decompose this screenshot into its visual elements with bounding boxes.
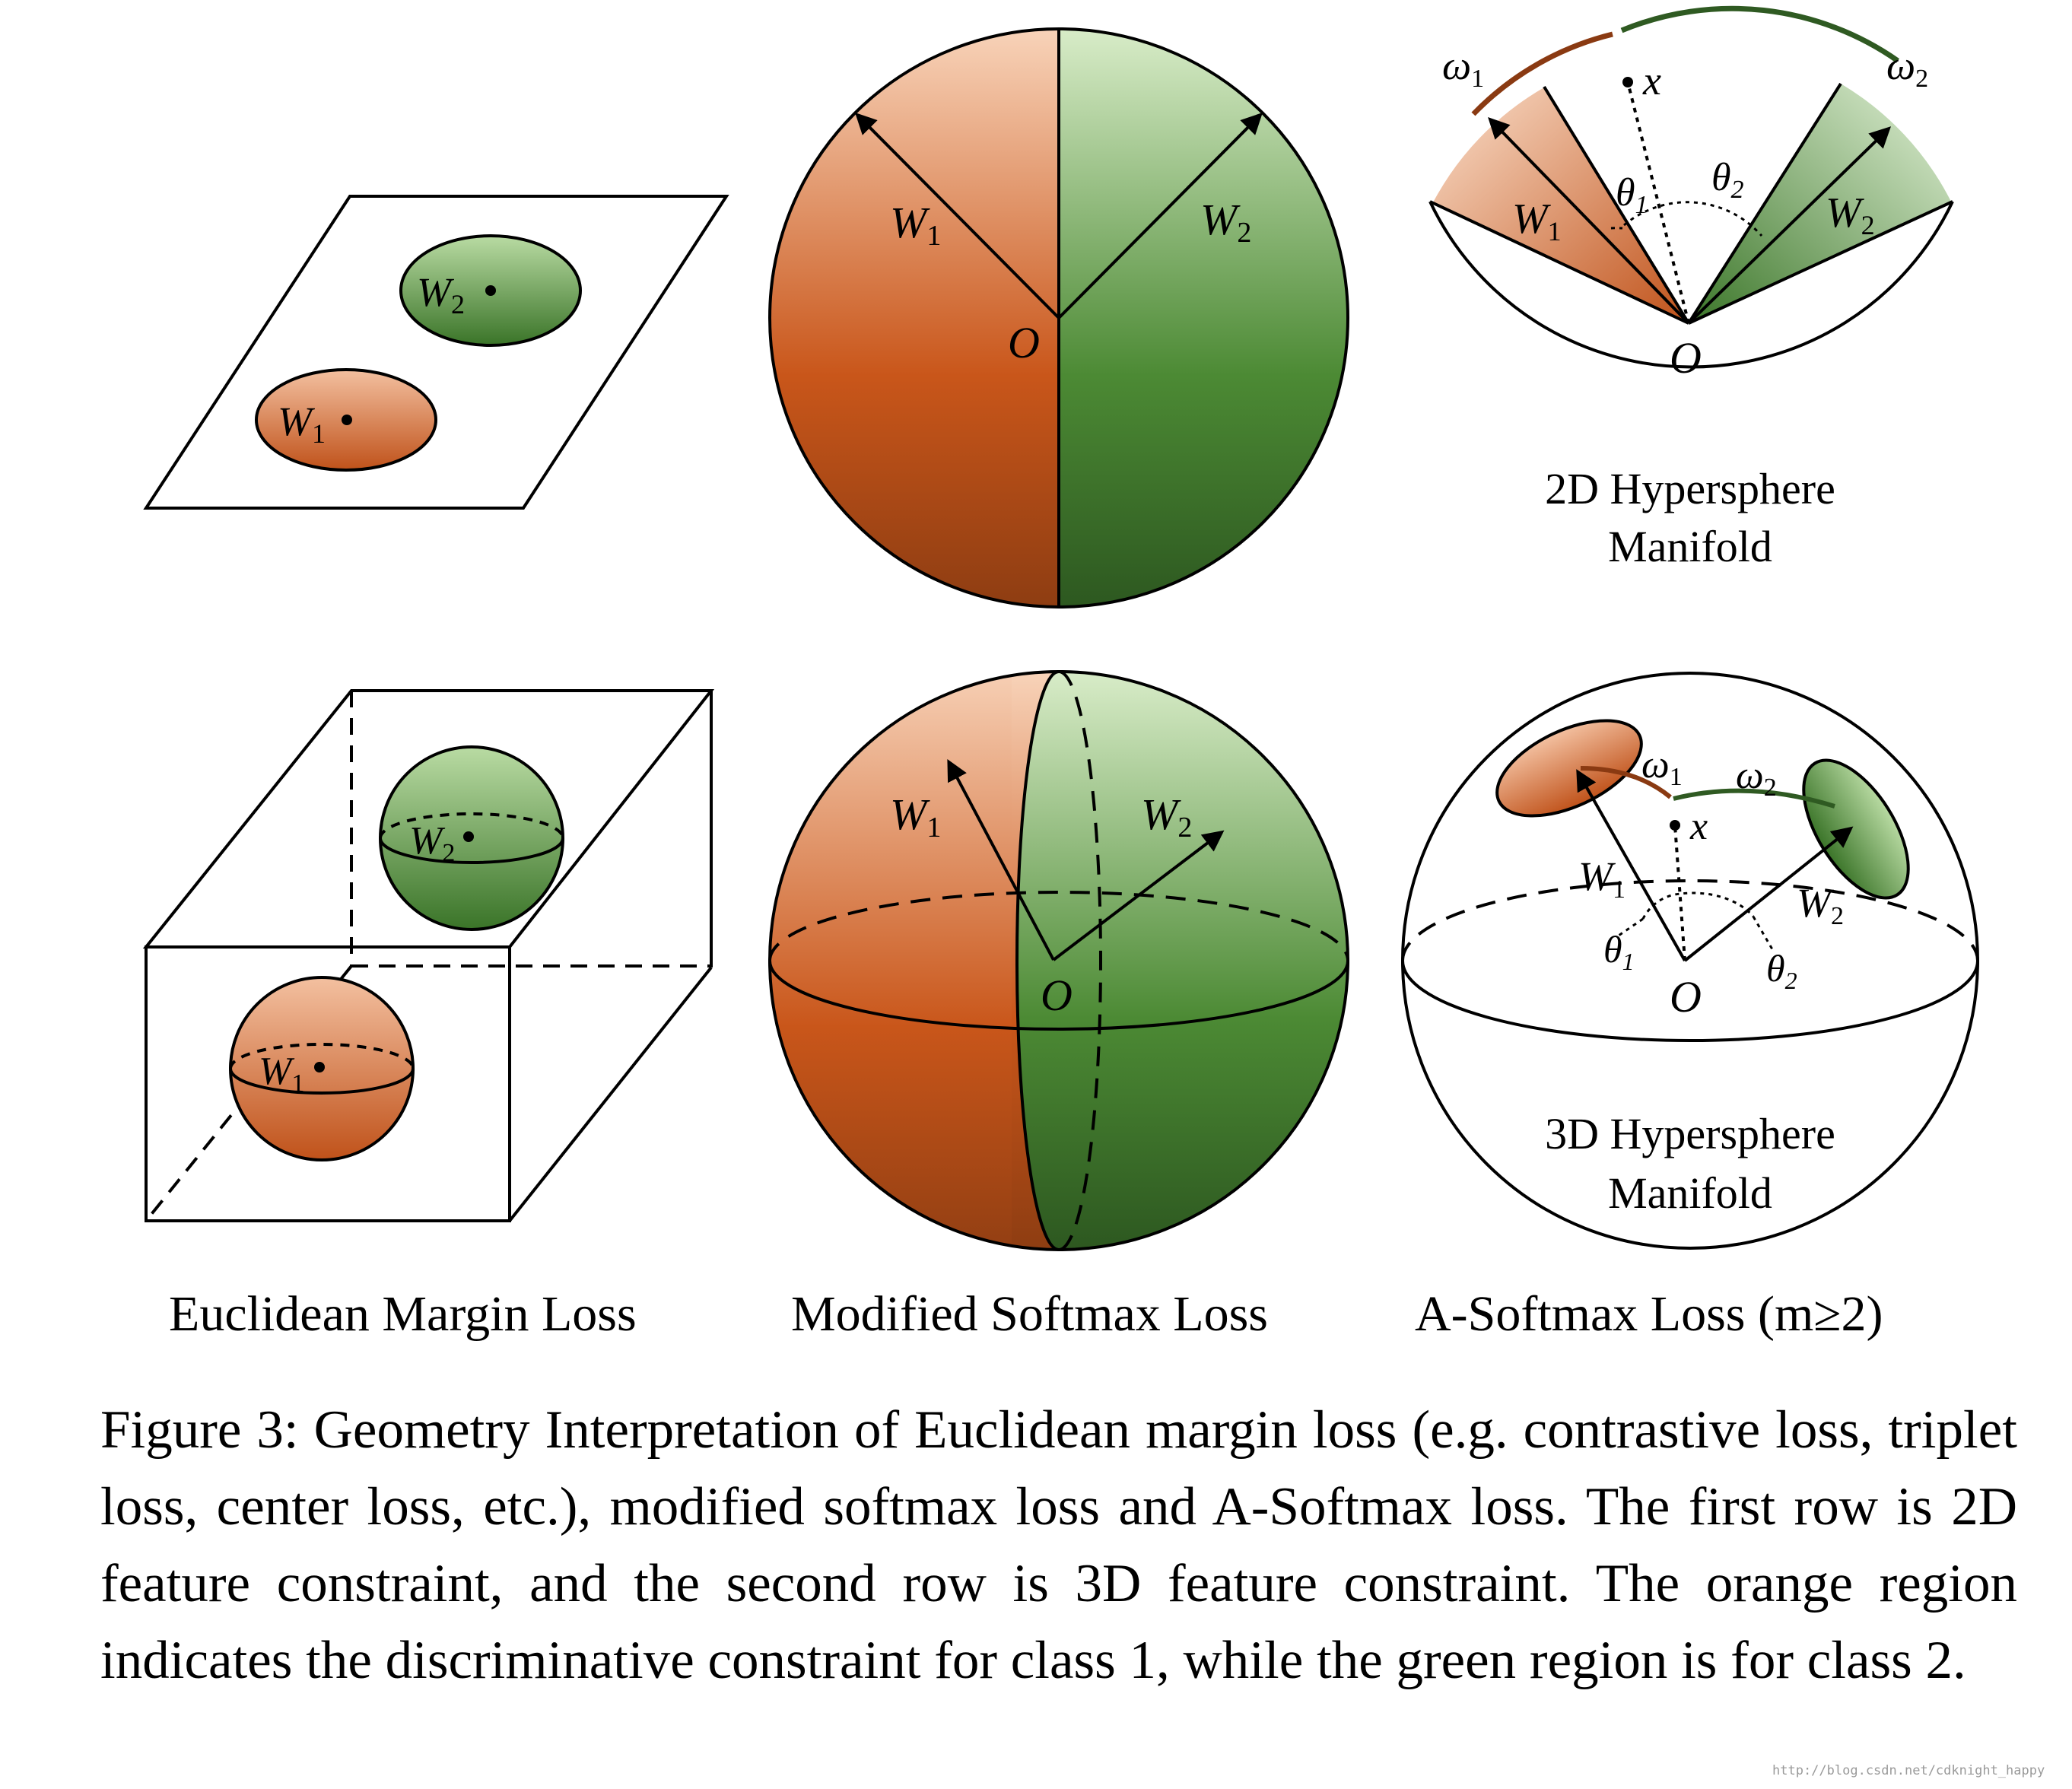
manifold-3d-line2: Manifold [1608, 1168, 1772, 1218]
omega1-arc [1471, 31, 1613, 116]
w1-label: W1 [278, 399, 326, 449]
manifold-2d-line1: 2D Hypersphere [1545, 464, 1835, 513]
w2-vector [1057, 113, 1263, 319]
modified-softmax-2d-panel: W1 W2 O [768, 27, 1349, 609]
w1-label: W1 [259, 1050, 304, 1098]
omega1-label: ω1 [1442, 43, 1484, 93]
w1-vector [1488, 116, 1690, 325]
w1-vector [1576, 769, 1686, 961]
omega1-label: ω1 [1641, 743, 1683, 791]
class1-half [770, 29, 1059, 607]
class2-half [1059, 29, 1348, 607]
theta2-label: θ2 [1766, 947, 1797, 994]
w1-label: W1 [1578, 853, 1626, 904]
x-vector [1626, 81, 1690, 324]
manifold-3d-line1: 3D Hypersphere [1545, 1109, 1835, 1158]
w2-vector [1683, 826, 1854, 962]
theta1-label: θ1 [1603, 928, 1635, 975]
w2-label: W2 [1797, 880, 1844, 930]
class1-center-dot [342, 415, 352, 425]
class1-region [1495, 719, 1643, 818]
omega2-label: ω2 [1736, 754, 1777, 802]
class2-sector [1689, 84, 1951, 323]
w2-label: W2 [1826, 189, 1875, 240]
x-point [1670, 820, 1680, 831]
figure-caption: Figure 3: Geometry Interpretation of Euc… [100, 1400, 2017, 1690]
modified-softmax-3d-panel: W1 W2 O [768, 670, 1349, 1251]
theta1-label: θ1 [1616, 171, 1648, 219]
class2-center-dot [485, 285, 496, 296]
manifold-2d-line2: Manifold [1608, 522, 1772, 571]
omega1-arc [1580, 766, 1672, 799]
x-label: x [1689, 805, 1708, 848]
omega2-arc [1673, 788, 1835, 809]
panel-title-asoftmax: A-Softmax Loss (m≥2) [1415, 1286, 1883, 1342]
a-softmax-2d-panel: x W1 W2 θ1 θ2 ω1 ω2 O 2D Hypersphere Man… [1428, 5, 1954, 571]
w2-label: W2 [1141, 790, 1192, 844]
watermark: http://blog.csdn.net/cdknight_happy [1772, 1763, 2045, 1778]
theta2-label: θ2 [1711, 156, 1744, 204]
origin-label: O [1670, 972, 1702, 1022]
w1-vector [947, 759, 1055, 961]
class1-sector [1432, 87, 1689, 323]
omega2-arc [1620, 5, 1900, 63]
w1-vector [855, 113, 1060, 319]
w2-label: W2 [1200, 195, 1251, 249]
w2-label: W2 [409, 819, 455, 867]
euclidean-2d-panel: W2 W1 [143, 195, 729, 510]
origin-label: O [1670, 333, 1702, 383]
panel-title-euclidean: Euclidean Margin Loss [169, 1286, 637, 1342]
euclidean-3d-panel: W2 W1 [142, 689, 715, 1222]
w2-vector [1052, 830, 1225, 961]
x-label: x [1642, 58, 1661, 103]
a-softmax-3d-panel: ω1 ω2 x W1 W2 θ1 θ2 O 3D Hypersphere Man… [1401, 672, 1979, 1250]
origin-label: O [1008, 318, 1040, 367]
x-point [1622, 77, 1633, 87]
feature-plane [143, 195, 729, 510]
w1-label: W1 [890, 790, 941, 844]
omega2-label: ω2 [1886, 43, 1928, 93]
w2-label: W2 [417, 269, 465, 319]
w1-label: W1 [1512, 195, 1562, 246]
w2-vector [1687, 126, 1892, 325]
origin-label: O [1041, 971, 1073, 1020]
w1-label: W1 [890, 198, 941, 252]
panel-title-modified: Modified Softmax Loss [791, 1286, 1268, 1342]
x-vector [1673, 825, 1686, 961]
